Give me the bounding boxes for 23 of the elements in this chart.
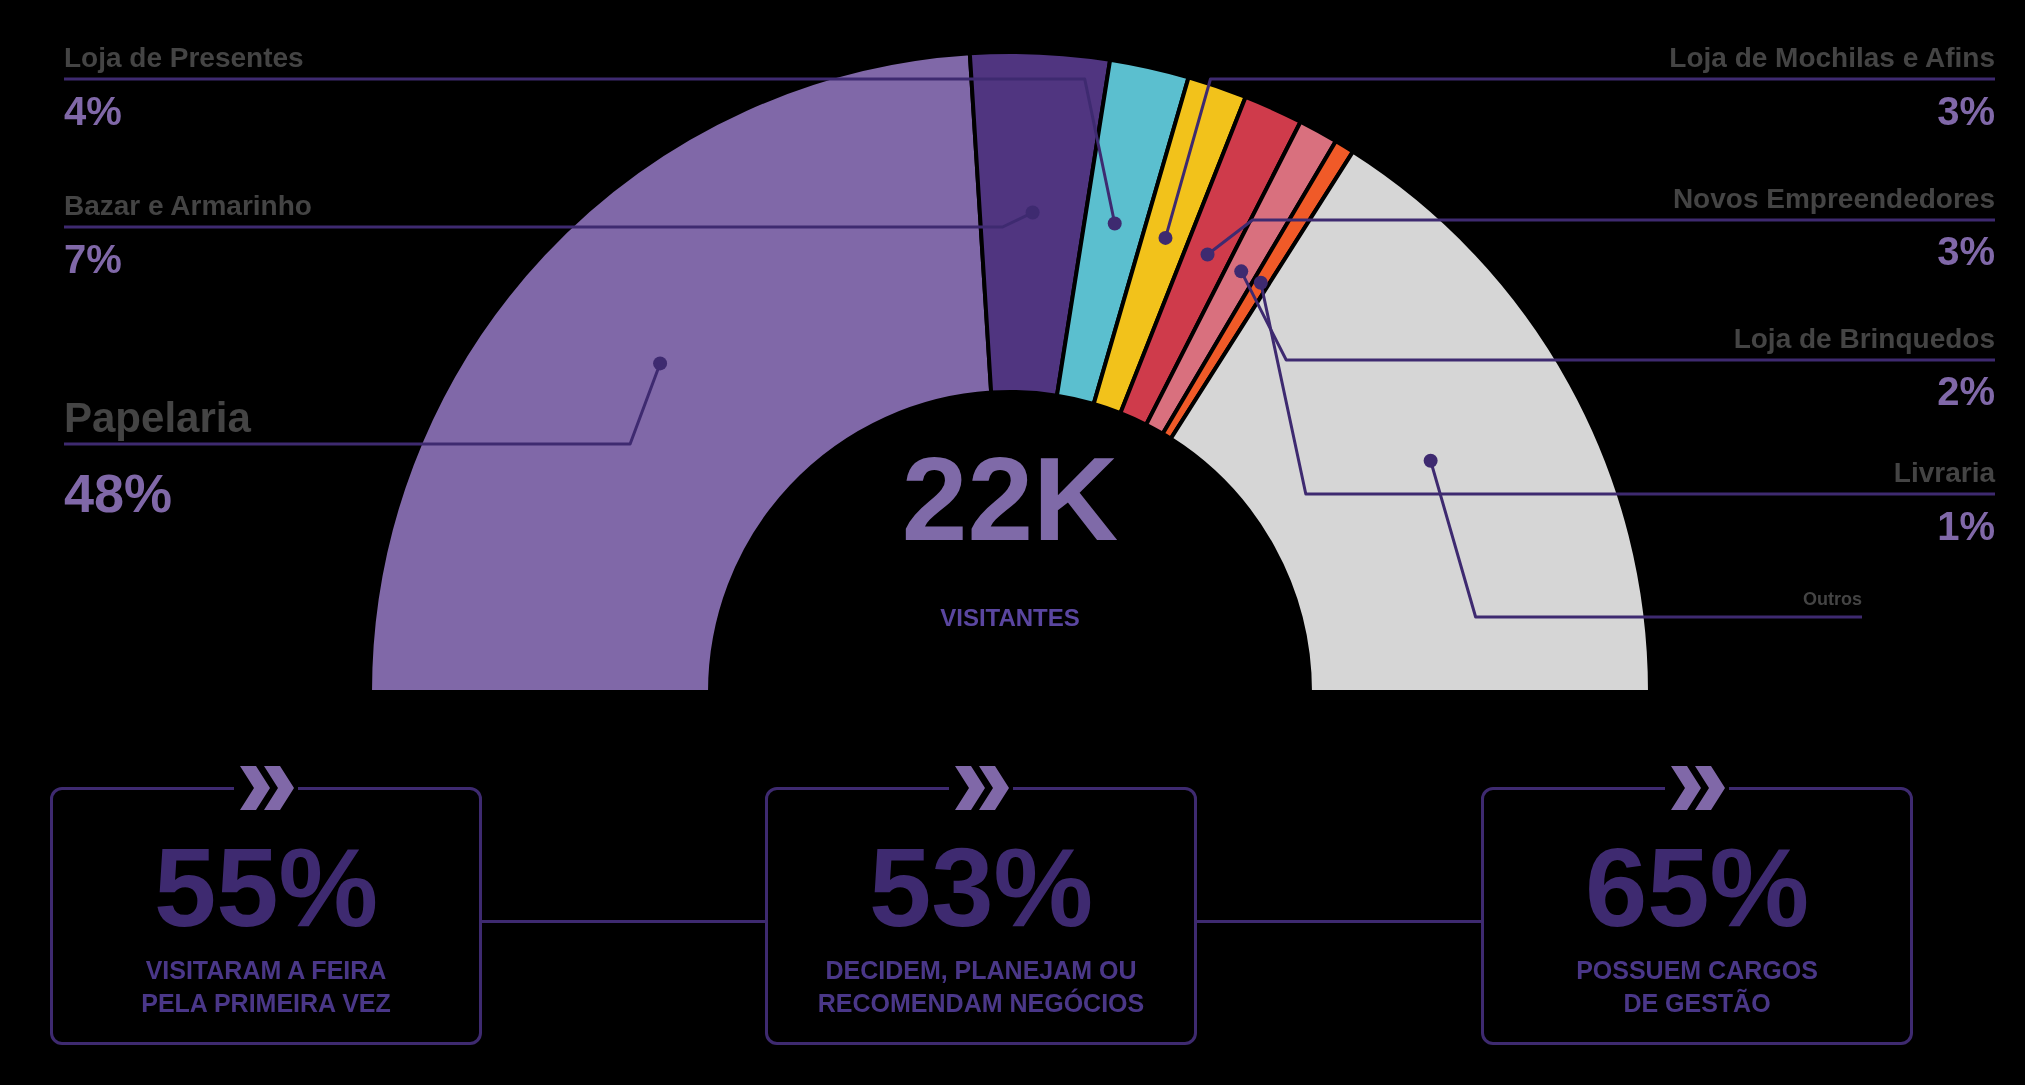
text: 55% bbox=[152, 825, 380, 950]
text: 65% bbox=[1583, 825, 1811, 950]
data-label: 48% bbox=[64, 463, 173, 523]
slice-label: Loja de Brinquedos bbox=[1733, 323, 1995, 354]
text: 53% bbox=[867, 825, 1095, 950]
data-label: 7% bbox=[64, 237, 122, 281]
slice-label: Loja de Presentes bbox=[64, 42, 304, 73]
text: POSSUEM CARGOS DE GESTÃO bbox=[1575, 955, 1819, 1019]
slice-label: Outros bbox=[1802, 589, 1862, 609]
slice-label: Novos Empreendedores bbox=[1672, 183, 1995, 214]
text: DECIDEM, PLANEJAM OU RECOMENDAM NEGÓCIOS bbox=[816, 955, 1146, 1019]
slice-label: Papelaria bbox=[64, 394, 252, 441]
slice-label: Livraria bbox=[1893, 457, 1996, 488]
slice-label: Loja de Mochilas e Afins bbox=[1669, 42, 1995, 73]
slice-label: Bazar e Armarinho bbox=[64, 190, 312, 221]
data-label: 1% bbox=[1937, 504, 1995, 548]
data-label: 3% bbox=[1937, 229, 1995, 273]
data-label: 2% bbox=[1937, 369, 1995, 413]
data-label: 4% bbox=[64, 89, 122, 133]
text: VISITANTES bbox=[940, 604, 1080, 631]
text: VISITARAM A FEIRA PELA PRIMEIRA VEZ bbox=[140, 955, 392, 1019]
data-label: 3% bbox=[1937, 89, 1995, 133]
text: 22K bbox=[901, 433, 1119, 565]
